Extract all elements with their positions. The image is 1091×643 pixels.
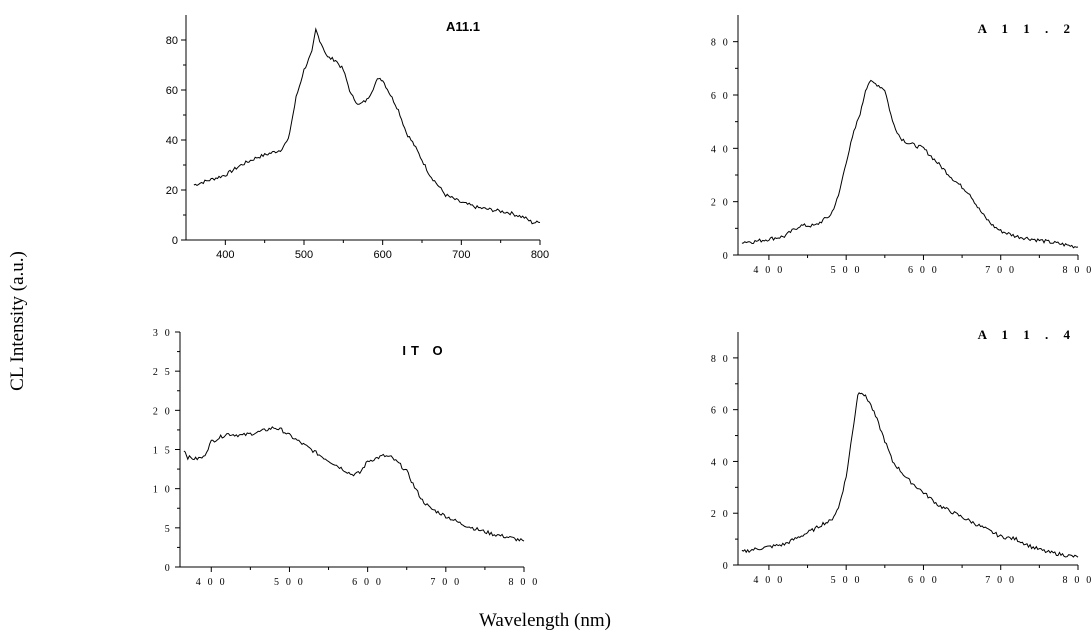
panel-title: A 1 1 . 4	[978, 327, 1076, 342]
y-tick-label: 2 0	[153, 406, 172, 417]
chart-panel-2: 0 2 0 4 0 6 0 8 0 4 0 0 5 0 0 6 0 0 7 0 0 8 0 0 A …	[711, 15, 1091, 276]
x-tick-label: 400	[216, 249, 234, 261]
spectrum-line	[183, 426, 525, 542]
figure-y-axis-label: CL Intensity (a.u.)	[7, 251, 28, 391]
spectrum-line	[741, 79, 1079, 249]
x-tick-label: 600	[373, 249, 391, 261]
y-tick-label: 1 5	[153, 446, 172, 457]
y-tick-label: 0	[723, 561, 730, 572]
x-tick-label: 5 0 0	[831, 265, 862, 276]
y-tick-label: 80	[166, 35, 178, 47]
x-tick-label: 6 0 0	[908, 575, 939, 586]
x-tick-label: 4 0 0	[196, 577, 227, 588]
x-tick-label: 4 0 0	[753, 575, 784, 586]
x-tick-label: 5 0 0	[831, 575, 862, 586]
x-tick-label: 800	[531, 249, 549, 261]
panel-title: A 1 1 . 2	[978, 21, 1076, 36]
spectrum-line	[193, 27, 541, 225]
x-tick-label: 7 0 0	[985, 265, 1016, 276]
y-tick-label: 8 0	[711, 38, 730, 49]
panel-title: A11.1	[446, 19, 480, 34]
y-tick-label: 20	[166, 185, 178, 197]
y-tick-label: 4 0	[711, 457, 730, 468]
y-tick-label: 40	[166, 135, 178, 147]
x-tick-label: 4 0 0	[753, 265, 784, 276]
y-tick-label: 2 0	[711, 198, 730, 209]
spectrum-line	[741, 392, 1079, 558]
x-tick-label: 7 0 0	[430, 577, 461, 588]
x-tick-label: 8 0 0	[509, 577, 540, 588]
y-tick-label: 8 0	[711, 354, 730, 365]
y-tick-label: 2 5	[153, 367, 172, 378]
y-tick-label: 1 0	[153, 485, 172, 496]
x-tick-label: 8 0 0	[1063, 265, 1091, 276]
x-tick-label: 5 0 0	[274, 577, 305, 588]
chart-panel-1: 0 20 40 60 80 400 500 600 700 800 A11.1	[166, 15, 549, 261]
y-tick-label: 60	[166, 85, 178, 97]
x-tick-label: 8 0 0	[1063, 575, 1091, 586]
x-tick-label: 7 0 0	[985, 575, 1016, 586]
figure-x-axis-label: Wavelength (nm)	[479, 610, 611, 631]
x-tick-label: 700	[452, 249, 470, 261]
chart-panel-3: 0 5 1 0 1 5 2 0 2 5 3 0 4 0 0 5 0 0 6 0 0 7 0 0 8 0…	[153, 328, 540, 588]
chart-panel-4: 0 2 0 4 0 6 0 8 0 4 0 0 5 0 0 6 0 0 7 0 0 8 0 0 A …	[711, 327, 1091, 586]
y-tick-label: 0	[172, 235, 178, 247]
y-tick-label: 4 0	[711, 144, 730, 155]
y-tick-label: 6 0	[711, 406, 730, 417]
x-tick-label: 6 0 0	[352, 577, 383, 588]
x-tick-label: 6 0 0	[908, 265, 939, 276]
x-tick-label: 500	[295, 249, 313, 261]
panel-title: IT O	[402, 343, 447, 358]
y-tick-label: 5	[165, 524, 172, 535]
y-tick-label: 6 0	[711, 91, 730, 102]
y-tick-label: 0	[723, 251, 730, 262]
y-tick-label: 0	[165, 563, 172, 574]
y-tick-label: 2 0	[711, 509, 730, 520]
y-tick-label: 3 0	[153, 328, 172, 339]
